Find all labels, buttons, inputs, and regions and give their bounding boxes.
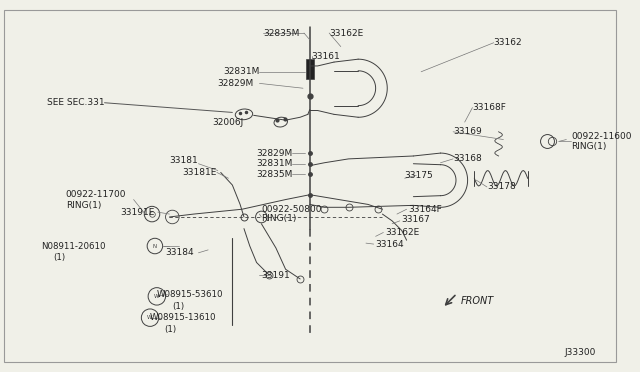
Bar [306,59,314,78]
Text: 32831M: 32831M [223,67,259,76]
Text: RING(1): RING(1) [571,142,607,151]
Text: N08911-20610: N08911-20610 [41,241,105,250]
Text: 32831M: 32831M [256,159,292,168]
Text: W: W [154,294,159,299]
Text: 32835M: 32835M [256,170,292,179]
Text: (1): (1) [164,325,177,334]
Text: 33162E: 33162E [385,228,420,237]
Text: 33168: 33168 [453,154,482,163]
Text: (1): (1) [172,302,184,311]
Text: 00922-11700: 00922-11700 [66,190,126,199]
Text: RING(1): RING(1) [261,214,297,224]
Text: W08915-13610: W08915-13610 [150,313,216,322]
Text: 00922-11600: 00922-11600 [571,132,632,141]
Text: N: N [153,244,157,248]
Text: J33300: J33300 [564,348,595,357]
Text: 32829M: 32829M [218,79,253,88]
Text: (1): (1) [53,253,65,262]
Text: 33162E: 33162E [329,29,364,38]
Text: 33164: 33164 [376,240,404,248]
Text: 33175: 33175 [404,171,433,180]
Text: 00922-50800: 00922-50800 [261,205,322,214]
Text: 32829M: 32829M [256,148,292,158]
Text: 33184: 33184 [165,248,194,257]
Text: 32006J: 32006J [212,118,244,126]
Text: SEE SEC.331: SEE SEC.331 [47,98,104,107]
Text: 32835M: 32835M [264,29,300,38]
Text: 33169: 33169 [453,127,482,136]
Text: RING(1): RING(1) [66,201,101,210]
Text: FRONT: FRONT [461,296,494,306]
Text: 33191: 33191 [261,270,290,280]
Text: 33181: 33181 [170,156,198,165]
Text: 33191E: 33191E [120,208,155,217]
Text: 33168F: 33168F [472,103,506,112]
Text: 33164F: 33164F [408,205,442,214]
Text: 33162: 33162 [493,38,522,47]
Text: 33181E: 33181E [182,168,217,177]
Text: W08915-53610: W08915-53610 [157,290,223,299]
Text: W: W [147,315,153,320]
Text: 33161: 33161 [312,52,340,61]
Text: 33178: 33178 [487,183,516,192]
Text: 33167: 33167 [402,215,431,224]
